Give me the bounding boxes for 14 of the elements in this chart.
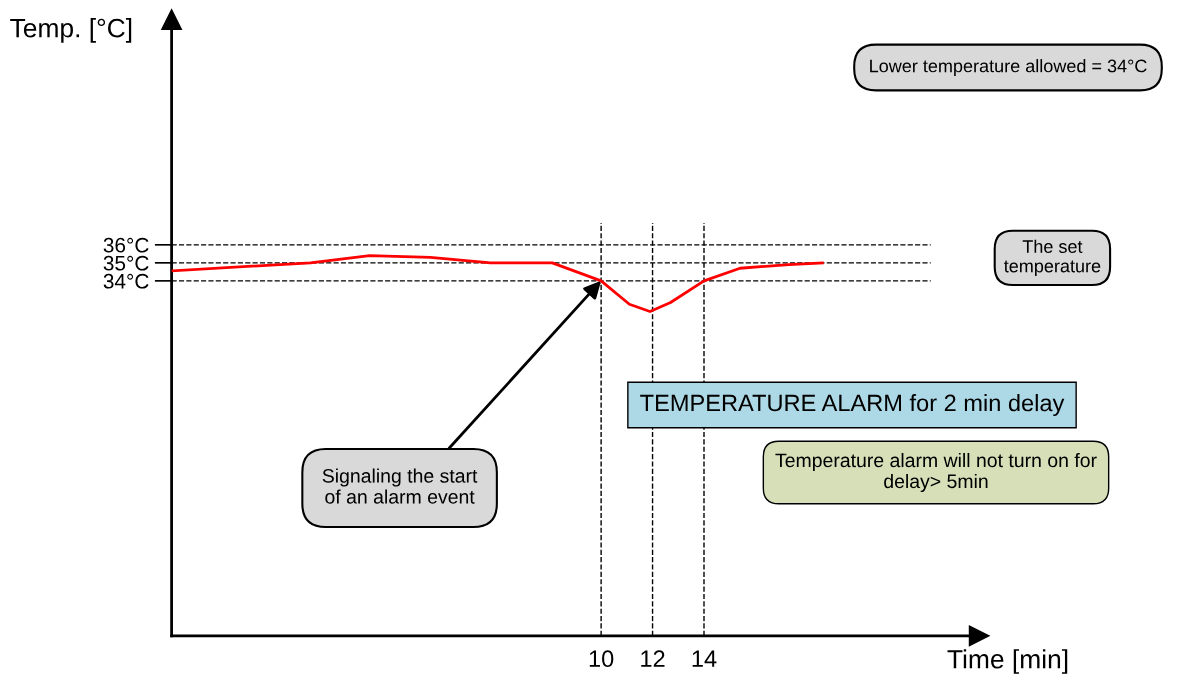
annotation: Lower temperature allowed = 34°C	[870, 59, 1147, 76]
y-tick-label: 34°C	[103, 273, 149, 289]
y-axis-title: Temp. [°C]	[10, 18, 132, 43]
annotation: Temperature alarm will not turn on for delay> 5min	[775, 452, 1097, 493]
line-series	[171, 254, 824, 313]
text: The set temperature	[1004, 239, 1101, 276]
x-tick-label: 14	[692, 650, 717, 667]
y-tick-label: 35°C	[103, 255, 149, 271]
x-tick-label: 12	[641, 650, 665, 667]
y-tick-label: 36°C	[103, 237, 149, 253]
annotation: Signaling the start of an alarm event	[322, 468, 478, 504]
x-axis-title: Time [min]	[947, 649, 1068, 674]
x-tick-label: 10	[589, 650, 614, 668]
annotation: TEMPERATURE ALARM for 2 min delay	[640, 393, 1065, 416]
